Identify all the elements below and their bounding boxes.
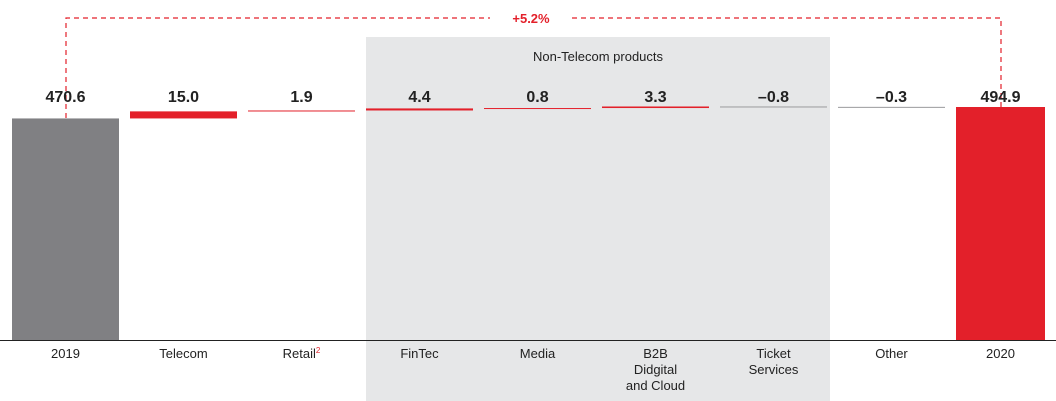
value-label: 1.9 xyxy=(290,89,312,106)
bar xyxy=(720,106,827,108)
value-label: 470.6 xyxy=(45,89,85,106)
category-label: Media xyxy=(520,346,556,361)
category-label: Retail2 xyxy=(283,346,321,361)
growth-bracket xyxy=(65,17,1002,118)
bar xyxy=(602,106,709,109)
value-label: 494.9 xyxy=(980,89,1020,106)
value-label: 4.4 xyxy=(408,89,430,106)
value-label: –0.8 xyxy=(758,89,789,106)
bar xyxy=(130,111,237,119)
category-label: 2020 xyxy=(986,346,1015,361)
bar xyxy=(484,108,591,110)
growth-annotation: +5.2% xyxy=(512,11,550,26)
value-label: 3.3 xyxy=(644,89,666,106)
value-label: 15.0 xyxy=(168,89,199,106)
bar xyxy=(838,106,945,108)
bar xyxy=(248,110,355,112)
category-label: Other xyxy=(875,346,908,361)
bar xyxy=(12,118,119,340)
category-note: 2 xyxy=(316,346,321,355)
category-label: 2019 xyxy=(51,346,80,361)
group-label: Non-Telecom products xyxy=(533,49,664,64)
bar xyxy=(366,108,473,111)
category-label: B2B Didgital and Cloud xyxy=(626,346,685,393)
bar xyxy=(956,107,1045,340)
category-label: FinTec xyxy=(400,346,439,361)
value-label: –0.3 xyxy=(876,89,907,106)
category-label: Ticket Services xyxy=(749,346,799,377)
category-label: Telecom xyxy=(159,346,207,361)
value-label: 0.8 xyxy=(526,89,548,106)
